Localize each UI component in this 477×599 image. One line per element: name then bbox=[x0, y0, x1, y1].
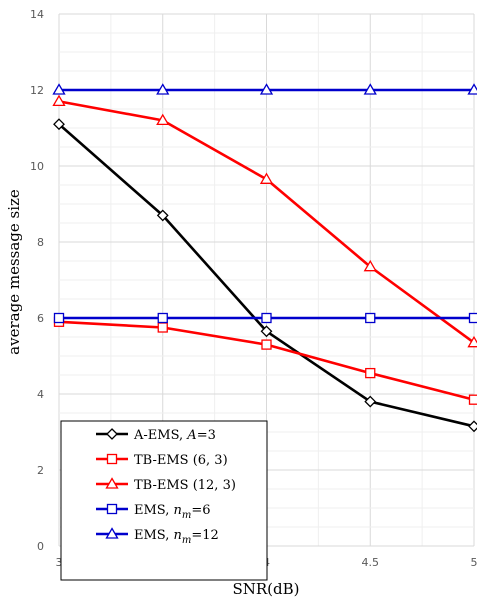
legend-box bbox=[60, 420, 268, 581]
legend-label-part: m bbox=[182, 535, 191, 546]
series-2 bbox=[52, 94, 477, 348]
square-marker bbox=[53, 312, 65, 324]
legend-label-part: =3 bbox=[197, 428, 216, 443]
square-marker bbox=[365, 367, 376, 379]
diamond-marker bbox=[260, 325, 273, 338]
legend: A-EMS, A=3 TB-EMS (6, 3) TB-EMS (12, 3) EMS… bbox=[60, 420, 268, 581]
y-tick-label: 0 bbox=[37, 540, 44, 553]
legend-label-part: A bbox=[186, 428, 196, 443]
legend-entry: EMS, nm=12 bbox=[96, 527, 219, 546]
y-tick-label: 12 bbox=[30, 84, 44, 97]
legend-label-part: n bbox=[174, 528, 182, 543]
series-group bbox=[52, 83, 477, 433]
legend-label-part: TB-EMS (6, 3) bbox=[134, 453, 228, 468]
triangle-marker bbox=[52, 83, 66, 95]
triangle-marker bbox=[363, 83, 377, 95]
y-tick-label: 8 bbox=[37, 236, 44, 249]
triangle-marker bbox=[363, 259, 377, 272]
legend-label-part: =12 bbox=[191, 528, 218, 543]
legend-label: EMS, nm=12 bbox=[134, 528, 219, 546]
legend-label-part: TB-EMS (12, 3) bbox=[134, 478, 236, 493]
legend-entry: TB-EMS (6, 3) bbox=[96, 453, 228, 468]
x-axis-label: SNR(dB) bbox=[232, 580, 299, 598]
legend-entry: TB-EMS (12, 3) bbox=[96, 477, 236, 493]
legend-label: EMS, nm=6 bbox=[134, 503, 211, 521]
x-tick-label: 4.5 bbox=[362, 556, 380, 569]
diamond-marker bbox=[53, 118, 65, 131]
y-tick-label: 4 bbox=[37, 388, 44, 401]
legend-entry: A-EMS, A=3 bbox=[96, 428, 216, 443]
triangle-marker bbox=[156, 83, 170, 95]
legend-label-part: A-EMS, bbox=[133, 428, 187, 443]
triangle-marker bbox=[259, 83, 274, 95]
legend-entry: EMS, nm=6 bbox=[96, 503, 211, 521]
diamond-marker bbox=[468, 420, 477, 433]
square-marker bbox=[468, 394, 477, 405]
square-marker bbox=[365, 312, 376, 324]
diamond-marker bbox=[364, 395, 377, 408]
square-marker bbox=[157, 322, 168, 333]
y-tick-label: 2 bbox=[37, 464, 44, 477]
square-marker bbox=[106, 453, 118, 465]
y-axis-label: average message size bbox=[5, 189, 23, 355]
y-tick-label: 10 bbox=[30, 160, 44, 173]
square-marker bbox=[261, 339, 272, 350]
y-tick-label: 14 bbox=[30, 8, 44, 21]
legend-label-part: EMS, bbox=[134, 528, 174, 543]
legend-label: A-EMS, A=3 bbox=[133, 428, 216, 443]
legend-label: TB-EMS (6, 3) bbox=[134, 453, 228, 468]
triangle-marker bbox=[105, 477, 119, 489]
legend-label-part: m bbox=[182, 510, 191, 521]
x-tick-label: 5 bbox=[471, 556, 477, 569]
square-marker bbox=[261, 312, 272, 324]
series-4 bbox=[52, 83, 477, 95]
series-0 bbox=[53, 118, 477, 433]
legend-label: TB-EMS (12, 3) bbox=[134, 478, 236, 493]
legend-label-part: n bbox=[174, 503, 182, 518]
square-marker bbox=[157, 312, 168, 324]
diamond-marker bbox=[106, 428, 118, 440]
triangle-marker bbox=[52, 94, 66, 107]
square-marker bbox=[106, 503, 118, 515]
series-3 bbox=[53, 312, 477, 324]
triangle-marker bbox=[156, 113, 170, 126]
triangle-marker bbox=[105, 527, 119, 539]
x-tick-label: 3 bbox=[56, 556, 63, 569]
legend-label-part: EMS, bbox=[134, 503, 174, 518]
y-tick-label: 6 bbox=[37, 312, 44, 325]
diamond-marker bbox=[156, 209, 169, 222]
legend-label-part: =6 bbox=[191, 503, 210, 518]
square-marker bbox=[468, 312, 477, 324]
triangle-marker bbox=[259, 172, 274, 184]
